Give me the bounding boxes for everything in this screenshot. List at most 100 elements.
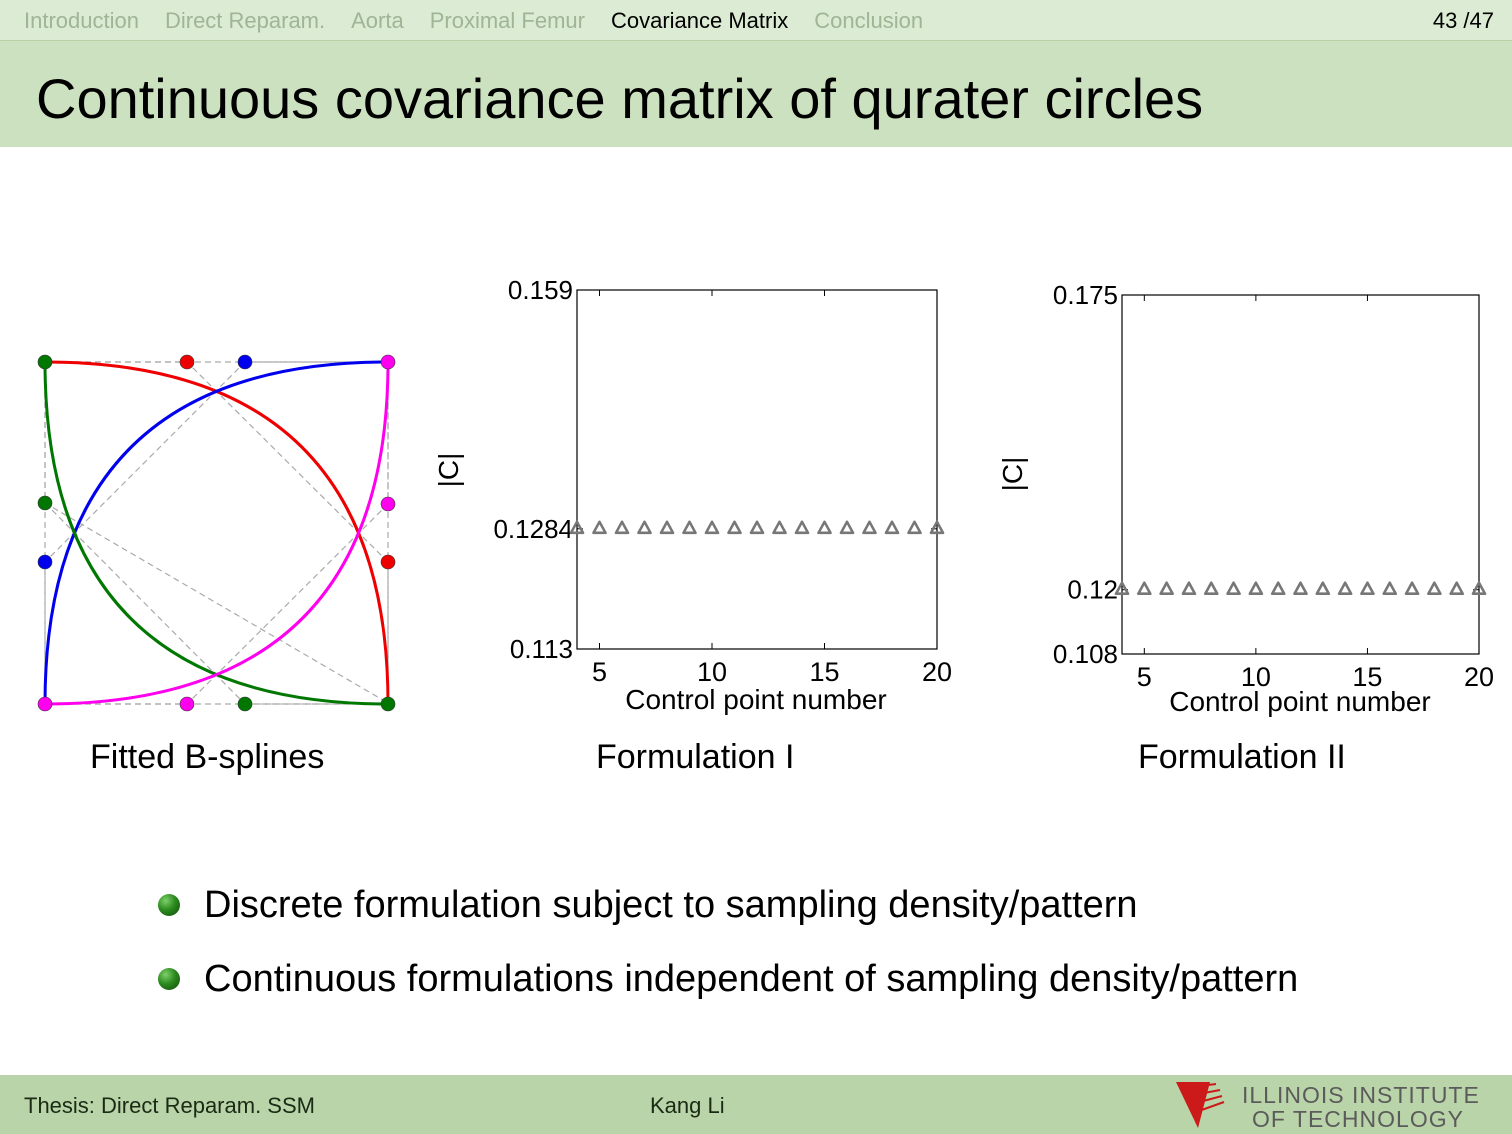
x-axis-label: Control point number (625, 684, 886, 715)
nav-item-covariance-matrix[interactable]: Covariance Matrix (610, 8, 789, 33)
y-axis-label: |C| (997, 457, 1028, 492)
data-point (682, 520, 697, 535)
y-tick-label: 0.159 (508, 275, 573, 305)
logo-line-1: ILLINOIS INSTITUTE (1242, 1082, 1480, 1108)
footer-thesis-title: Thesis: Direct Reparam. SSM (24, 1093, 315, 1118)
control-point (37, 495, 53, 511)
data-point (592, 520, 607, 535)
red-spline (44, 360, 390, 705)
data-point (772, 520, 787, 535)
data-point (1137, 581, 1152, 596)
x-axis-label: Control point number (1169, 686, 1430, 717)
data-point (569, 520, 585, 535)
y-tick-label: 0.175 (1053, 280, 1118, 310)
data-point (1270, 581, 1286, 596)
bullet-ball-icon (158, 968, 180, 990)
data-point (1449, 581, 1464, 596)
bullet-text: Continuous formulations independent of s… (204, 958, 1299, 1000)
y-tick-label: 0.108 (1053, 639, 1118, 669)
control-point (380, 496, 396, 512)
caption-formulation-1: Formulation I (596, 738, 795, 776)
x-tick-label: 10 (1241, 662, 1271, 692)
control-point (37, 696, 53, 712)
figure-area: 5 10 15 20 0.113 0.1284 0.159 Control point num… (37, 275, 1494, 717)
control-point (380, 354, 396, 370)
data-point (839, 520, 855, 535)
chart-formulation-2: 5 10 15 20 0.108 0.12 0.175 Control point numbe… (997, 280, 1494, 717)
footer-bar: Thesis: Direct Reparam. SSM Kang Li (0, 1075, 1512, 1134)
green-spline (43, 361, 389, 706)
bullet-ball-icon (158, 894, 180, 916)
logo-line-2: OF TECHNOLOGY (1252, 1106, 1464, 1132)
y-tick-label: 0.1284 (493, 514, 573, 544)
data-point (817, 520, 832, 535)
nav-item-aorta[interactable]: Aorta (351, 8, 404, 33)
navigation-bar: Introduction Direct Reparam. Aorta Proxi… (0, 0, 1512, 41)
x-tick-label: 15 (809, 657, 839, 687)
x-tick-label: 20 (1464, 662, 1494, 692)
x-tick-label: 5 (1137, 662, 1152, 692)
nav-item-proximal-femur[interactable]: Proximal Femur (429, 8, 585, 33)
section-nav: Introduction Direct Reparam. Aorta Proxi… (24, 8, 923, 34)
data-point (1248, 581, 1264, 596)
x-tick-label: 10 (697, 657, 727, 687)
data-point (1337, 581, 1353, 596)
data-point (1159, 581, 1174, 596)
bullet-item: Discrete formulation subject to sampling… (158, 880, 1298, 930)
caption-fitted-bsplines: Fitted B-splines (90, 738, 325, 776)
iit-logo: ILLINOIS INSTITUTE OF TECHNOLOGY (1172, 1078, 1502, 1132)
data-point (862, 520, 877, 535)
iit-logo-mark-icon (1176, 1082, 1225, 1128)
data-point (1471, 581, 1487, 596)
data-point (907, 520, 922, 535)
nav-item-conclusion[interactable]: Conclusion (814, 8, 924, 33)
y-tick-label: 0.113 (510, 634, 573, 664)
blue-spline (43, 360, 389, 705)
x-tick-label: 20 (922, 657, 952, 687)
bullet-list: Discrete formulation subject to sampling… (158, 880, 1298, 1028)
control-point (37, 354, 53, 370)
control-point (179, 354, 195, 370)
data-point (1315, 581, 1331, 596)
bspline-figure (37, 354, 396, 712)
chart-formulation-1: 5 10 15 20 0.113 0.1284 0.159 Control point num… (433, 275, 952, 715)
data-point (1203, 581, 1219, 596)
slide-title: Continuous covariance matrix of qurater … (36, 67, 1204, 130)
data-point (1427, 581, 1442, 596)
data-point (1404, 581, 1420, 596)
data-point (929, 520, 945, 535)
control-point (237, 696, 253, 712)
data-point (1382, 581, 1398, 596)
data-point (1226, 581, 1241, 596)
control-polygon (44, 362, 389, 704)
data-point (884, 520, 900, 535)
nav-item-direct-reparam[interactable]: Direct Reparam. (164, 8, 326, 33)
plot-frame (1121, 294, 1480, 655)
caption-formulation-2: Formulation II (1138, 738, 1346, 776)
nav-item-introduction[interactable]: Introduction (24, 8, 139, 33)
y-tick-label: 0.12 (1067, 575, 1118, 605)
magenta-spline (44, 361, 390, 706)
y-axis-label: |C| (433, 453, 464, 488)
data-point (1360, 581, 1375, 596)
bullet-text: Discrete formulation subject to sampling… (204, 884, 1138, 926)
data-point (659, 520, 675, 535)
control-point (380, 696, 396, 712)
data-point (1114, 581, 1130, 596)
control-point (380, 554, 396, 570)
data-point (727, 520, 742, 535)
title-bar: Continuous covariance matrix of qurater … (0, 41, 1512, 147)
x-tick-label: 15 (1352, 662, 1382, 692)
data-point (1293, 581, 1308, 596)
bullet-item: Continuous formulations independent of s… (158, 954, 1298, 1004)
control-point (179, 696, 195, 712)
x-tick-label: 5 (592, 657, 607, 687)
data-point (1181, 581, 1197, 596)
data-point (637, 520, 652, 535)
page-number: 43 /47 (1432, 8, 1494, 33)
data-point (704, 520, 720, 535)
plot-frame (576, 289, 938, 650)
control-point (37, 554, 53, 570)
control-point (237, 354, 253, 370)
data-point (749, 520, 765, 535)
